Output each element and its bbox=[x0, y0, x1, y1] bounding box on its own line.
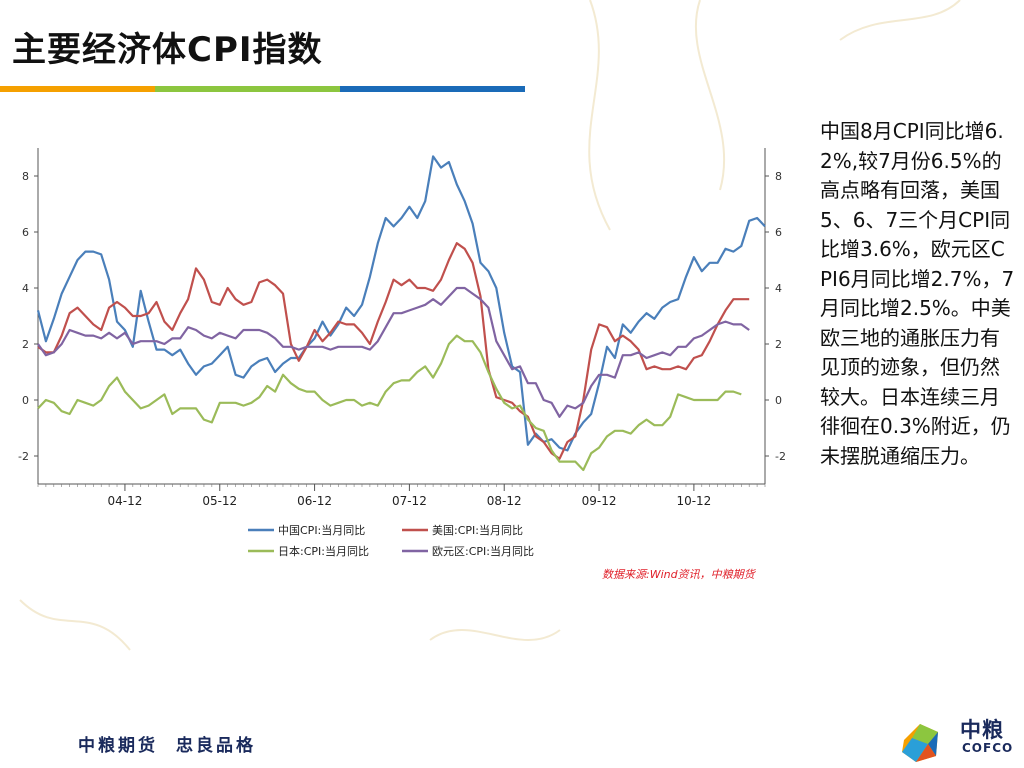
title-bar-segment-blue bbox=[340, 86, 525, 92]
y-tick-label-right: 4 bbox=[775, 282, 782, 295]
y-tick-label-right: 6 bbox=[775, 226, 782, 239]
x-tick-label: 09-12 bbox=[582, 494, 617, 508]
title-bar-segment-green bbox=[155, 86, 340, 92]
y-tick-label-left: 4 bbox=[22, 282, 29, 295]
title-underline-bar bbox=[0, 86, 525, 92]
y-tick-label-left: 0 bbox=[22, 394, 29, 407]
cofco-logo-icon bbox=[902, 724, 938, 762]
legend-label: 欧元区:CPI:当月同比 bbox=[432, 544, 534, 558]
legend-label: 中国CPI:当月同比 bbox=[278, 523, 365, 537]
series-line-2 bbox=[37, 334, 742, 472]
y-tick-label-left: 6 bbox=[22, 226, 29, 239]
footer-slogan-motto: 忠良品格 bbox=[176, 736, 256, 756]
logo-text-cn: 中粮 bbox=[960, 718, 1004, 742]
x-tick-label: 08-12 bbox=[487, 494, 522, 508]
series-line-1 bbox=[37, 242, 750, 460]
chart-series-lines bbox=[36, 155, 766, 472]
cpi-line-chart: -2 -2 0 0 2 2 4 4 6 6 8 8 04-12 05-12 06-12 07-12 08-12 0… bbox=[18, 148, 786, 558]
legend-label: 美国:CPI:当月同比 bbox=[432, 523, 523, 537]
chart-ticks: -2 -2 0 0 2 2 4 4 6 6 8 8 04-12 05-12 06-12 07-12 08-12 0… bbox=[18, 170, 786, 508]
commentary-text: 中国8月CPI同比增6.2%,较7月份6.5%的高点略有回落，美国5、6、7三个… bbox=[820, 119, 1015, 468]
legend-label: 日本:CPI:当月同比 bbox=[278, 544, 369, 558]
footer-slogan: 中粮期货 忠良品格 bbox=[78, 731, 256, 756]
y-tick-label-right: 0 bbox=[775, 394, 782, 407]
x-tick-label: 05-12 bbox=[202, 494, 237, 508]
x-tick-label: 06-12 bbox=[297, 494, 332, 508]
series-line-3 bbox=[37, 286, 750, 418]
x-tick-label: 10-12 bbox=[676, 494, 711, 508]
logo-text-en: COFCO bbox=[962, 741, 1014, 755]
y-tick-label-right: -2 bbox=[775, 450, 786, 463]
title-bar-segment-orange bbox=[0, 86, 155, 92]
footer-slogan-company: 中粮期货 bbox=[78, 736, 158, 756]
series-line-0 bbox=[36, 155, 766, 452]
data-source-note: 数据来源:Wind资讯，中粮期货 bbox=[602, 568, 755, 581]
y-tick-label-right: 8 bbox=[775, 170, 782, 183]
y-tick-label-left: -2 bbox=[18, 450, 29, 463]
y-tick-label-right: 2 bbox=[775, 338, 782, 351]
y-tick-label-left: 8 bbox=[22, 170, 29, 183]
slide-title: 主要经济体CPI指数 bbox=[12, 30, 323, 70]
y-tick-label-left: 2 bbox=[22, 338, 29, 351]
x-tick-label: 07-12 bbox=[392, 494, 427, 508]
x-tick-label: 04-12 bbox=[107, 494, 142, 508]
